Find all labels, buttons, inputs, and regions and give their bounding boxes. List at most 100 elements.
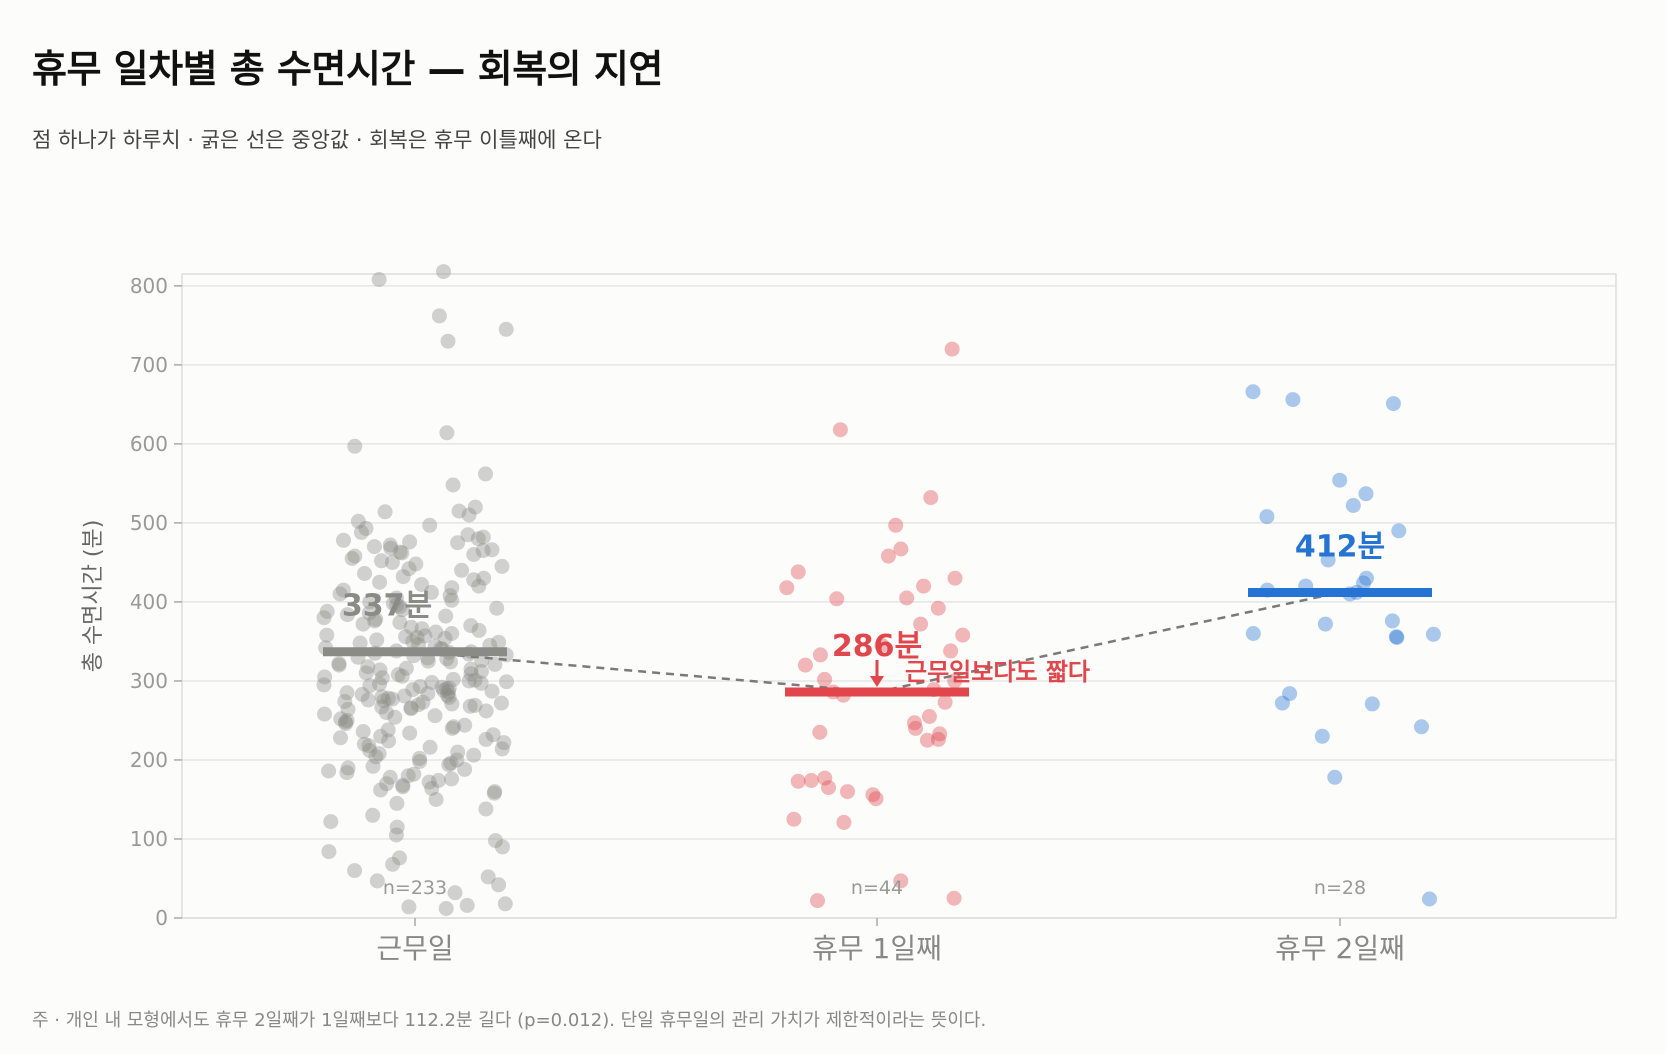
- data-point: [893, 873, 909, 889]
- data-point: [445, 671, 461, 687]
- data-point: [484, 542, 500, 558]
- data-point: [812, 647, 828, 663]
- sample-size-label: n=233: [383, 877, 447, 899]
- data-point: [493, 695, 509, 711]
- data-point: [441, 680, 457, 696]
- data-point: [821, 780, 836, 796]
- data-point: [467, 499, 483, 515]
- data-point: [445, 477, 461, 493]
- data-point: [430, 773, 446, 788]
- data-point: [478, 801, 494, 817]
- data-point: [466, 747, 482, 763]
- data-point: [865, 787, 881, 803]
- y-tick-label: 400: [130, 590, 168, 614]
- data-point: [923, 490, 939, 506]
- data-point: [337, 694, 353, 709]
- data-point: [366, 539, 382, 555]
- data-point: [1385, 396, 1401, 412]
- plot-frame: [181, 273, 1617, 919]
- data-point: [360, 692, 376, 708]
- data-point: [443, 654, 458, 670]
- data-point: [487, 656, 503, 672]
- data-point: [400, 768, 416, 784]
- data-point: [874, 637, 890, 653]
- data-point: [494, 558, 510, 574]
- data-point: [495, 839, 510, 855]
- data-point: [431, 308, 447, 324]
- data-point: [444, 580, 460, 596]
- data-point: [421, 774, 437, 790]
- data-point: [947, 570, 963, 586]
- median-bars: [323, 587, 1432, 697]
- y-tick-label: 100: [130, 827, 168, 851]
- data-point: [392, 544, 408, 560]
- data-point: [454, 562, 470, 578]
- data-point: [371, 272, 387, 287]
- data-point: [412, 754, 428, 769]
- data-point: [384, 691, 400, 707]
- data-point: [463, 666, 479, 682]
- data-point: [1356, 575, 1371, 591]
- data-point: [381, 733, 396, 749]
- data-point: [424, 675, 440, 690]
- data-point: [797, 657, 813, 673]
- chart-labels: 337분 n=233 286분 n=44 412분 n=28 근무일보다도 짧다: [342, 529, 1385, 899]
- data-point: [485, 727, 501, 743]
- data-point: [457, 717, 473, 733]
- data-point: [402, 534, 418, 550]
- data-point: [353, 524, 369, 540]
- data-point: [383, 540, 399, 556]
- data-point: [486, 785, 502, 801]
- data-point: [372, 676, 387, 692]
- data-point: [412, 750, 427, 766]
- data-point: [1359, 570, 1374, 586]
- data-point: [358, 520, 374, 536]
- data-point: [441, 757, 457, 773]
- data-point: [361, 738, 377, 754]
- data-point: [880, 548, 896, 564]
- y-tick-label: 0: [155, 906, 168, 930]
- data-point: [415, 694, 431, 710]
- data-point: [367, 613, 383, 629]
- data-point: [1320, 552, 1336, 568]
- data-point: [376, 693, 392, 709]
- data-point: [340, 760, 356, 776]
- data-point: [390, 667, 406, 683]
- data-point: [836, 814, 852, 830]
- data-point: [340, 607, 355, 623]
- data-point: [316, 610, 332, 626]
- data-point: [369, 873, 385, 889]
- data-point: [470, 531, 486, 547]
- data-point: [355, 616, 371, 632]
- data-point: [899, 590, 915, 606]
- data-point: [417, 628, 433, 644]
- data-point: [457, 761, 473, 777]
- data-point: [406, 766, 422, 782]
- data-point: [420, 686, 436, 702]
- data-point: [414, 621, 430, 637]
- data-point: [333, 711, 349, 727]
- data-point: [360, 659, 376, 675]
- data-point: [401, 899, 417, 915]
- data-point: [461, 507, 477, 523]
- data-point: [380, 722, 396, 738]
- data-point: [443, 755, 459, 771]
- data-point: [333, 730, 348, 746]
- data-point: [471, 578, 487, 594]
- data-point: [382, 537, 398, 553]
- data-point: [321, 763, 337, 779]
- data-point: [810, 893, 825, 909]
- annotation-arrowhead: [870, 676, 884, 688]
- data-point: [462, 698, 478, 714]
- x-axis: 근무일 휴무 1일째 휴무 2일째: [376, 918, 1405, 965]
- data-point: [372, 662, 388, 678]
- data-point: [444, 626, 460, 641]
- data-point: [335, 582, 351, 598]
- data-point: [1414, 719, 1429, 735]
- data-point: [388, 827, 404, 843]
- sample-size-label: n=28: [1314, 877, 1366, 899]
- data-point: [369, 632, 385, 648]
- data-point: [332, 586, 348, 602]
- data-point: [440, 687, 455, 703]
- y-tick-label: 300: [130, 669, 168, 693]
